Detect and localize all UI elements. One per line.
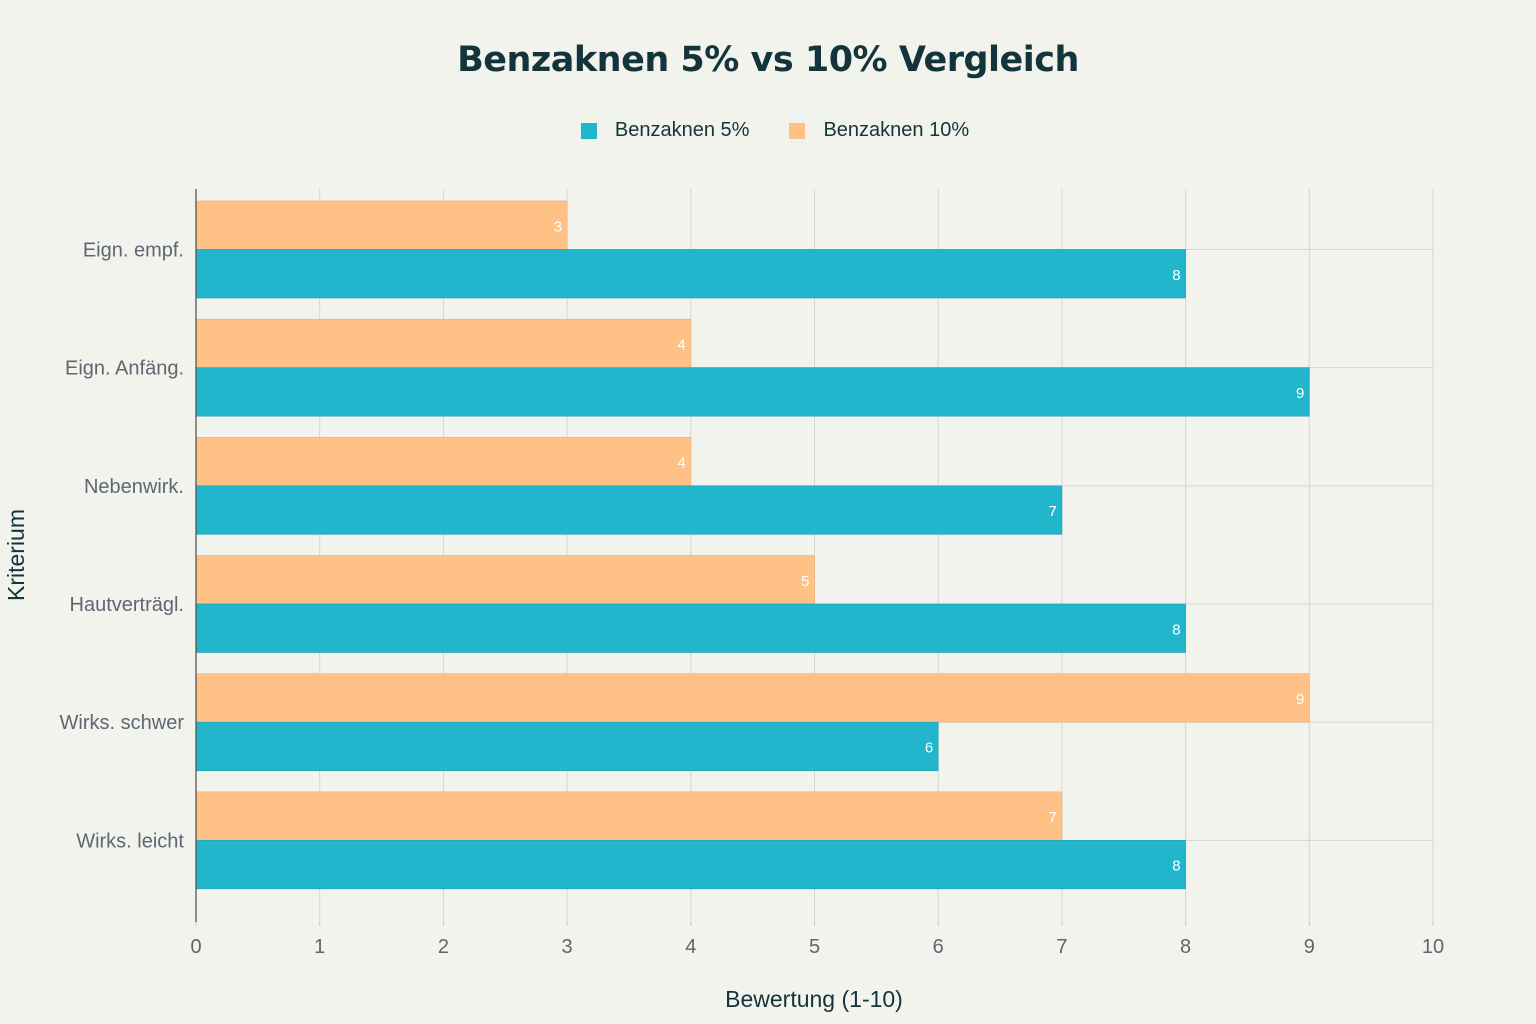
bars: 3 8 4 9 4 7 5 8 9 6 7 8 xyxy=(195,200,1310,890)
bar-value-label: 7 xyxy=(1049,503,1057,520)
bar-value-label: 4 xyxy=(677,336,685,353)
legend-swatch-10 xyxy=(789,122,806,139)
bar-value-label: 9 xyxy=(1296,385,1304,402)
x-tick-label: 8 xyxy=(1180,936,1191,958)
chart-title: Benzaknen 5% vs 10% Vergleich xyxy=(457,40,1079,80)
axes: 0 1 2 3 4 5 6 7 8 9 10 Eign. empf. Eign. Anfäng. Nebe… xyxy=(60,189,1444,958)
y-tick-label: Hautverträgl. xyxy=(70,594,185,616)
x-tick-label: 5 xyxy=(809,936,820,958)
y-tick-label: Nebenwirk. xyxy=(84,476,184,498)
x-tick-label: 3 xyxy=(562,936,573,958)
bar-value-label: 9 xyxy=(1296,691,1304,708)
y-tick-label: Wirks. leicht xyxy=(76,830,184,852)
bar-value-label: 5 xyxy=(801,573,809,590)
bar-value-label: 7 xyxy=(1049,809,1057,826)
x-tick-label: 6 xyxy=(933,936,944,958)
x-tick-label: 10 xyxy=(1422,936,1444,958)
x-tick-label: 9 xyxy=(1304,936,1315,958)
y-tick-label: Eign. empf. xyxy=(83,240,184,262)
x-tick-label: 1 xyxy=(314,936,325,958)
legend-item-5[interactable]: Benzaknen 5% xyxy=(580,119,750,142)
x-axis-label: Bewertung (1-10) xyxy=(725,986,903,1012)
x-tick-label: 4 xyxy=(685,936,696,958)
x-tick-label: 2 xyxy=(438,936,449,958)
legend-label-10: Benzaknen 10% xyxy=(823,119,970,141)
y-tick-label: Eign. Anfäng. xyxy=(65,358,184,380)
bar-value-label: 8 xyxy=(1172,267,1180,284)
bar-5pct xyxy=(195,249,1186,299)
bar-5pct xyxy=(195,721,939,771)
legend-item-10[interactable]: Benzaknen 10% xyxy=(789,119,969,142)
bar-value-label: 6 xyxy=(925,739,933,756)
x-tick-label: 7 xyxy=(1056,936,1067,958)
bar-value-label: 4 xyxy=(677,455,685,472)
bar-5pct xyxy=(195,840,1186,890)
bar-10pct xyxy=(195,437,692,487)
legend: Benzaknen 5% Benzaknen 10% xyxy=(0,119,1536,142)
bar-5pct xyxy=(195,485,1063,535)
bar-10pct xyxy=(195,555,815,605)
bar-value-label: 8 xyxy=(1172,858,1180,875)
y-tick-label: Wirks. schwer xyxy=(60,712,185,734)
bar-value-label: 8 xyxy=(1172,621,1180,638)
bar-value-label: 3 xyxy=(554,218,562,235)
x-tick-label: 0 xyxy=(190,936,201,958)
legend-swatch-5 xyxy=(580,122,597,139)
y-axis-label: Kriterium xyxy=(3,509,29,601)
bar-10pct xyxy=(195,318,692,368)
legend-label-5: Benzaknen 5% xyxy=(614,119,750,141)
bar-10pct xyxy=(195,200,568,250)
bar-5pct xyxy=(195,603,1186,653)
bar-10pct xyxy=(195,791,1063,841)
bar-5pct xyxy=(195,367,1310,417)
bar-10pct xyxy=(195,673,1310,723)
